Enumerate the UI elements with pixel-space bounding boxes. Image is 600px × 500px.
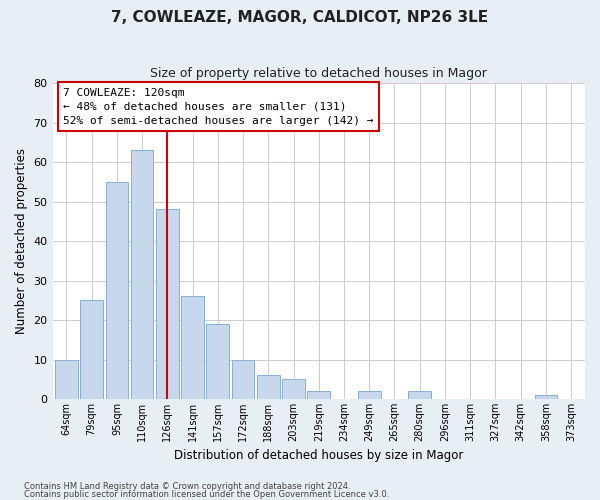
Text: 7 COWLEAZE: 120sqm
← 48% of detached houses are smaller (131)
52% of semi-detach: 7 COWLEAZE: 120sqm ← 48% of detached hou… [63,88,374,126]
Bar [55,360,78,399]
Text: 7, COWLEAZE, MAGOR, CALDICOT, NP26 3LE: 7, COWLEAZE, MAGOR, CALDICOT, NP26 3LE [112,10,488,25]
Text: Contains public sector information licensed under the Open Government Licence v3: Contains public sector information licen… [24,490,389,499]
Bar [409,391,431,399]
Bar [232,360,254,399]
Bar [257,376,280,399]
Title: Size of property relative to detached houses in Magor: Size of property relative to detached ho… [151,68,487,80]
Bar [282,380,305,399]
Bar [131,150,154,399]
Bar [535,395,557,399]
Bar [307,391,330,399]
Bar [106,182,128,399]
Bar [181,296,204,399]
Bar [156,210,179,399]
Y-axis label: Number of detached properties: Number of detached properties [15,148,28,334]
Bar [206,324,229,399]
X-axis label: Distribution of detached houses by size in Magor: Distribution of detached houses by size … [174,450,463,462]
Text: Contains HM Land Registry data © Crown copyright and database right 2024.: Contains HM Land Registry data © Crown c… [24,482,350,491]
Bar [80,300,103,399]
Bar [358,391,380,399]
